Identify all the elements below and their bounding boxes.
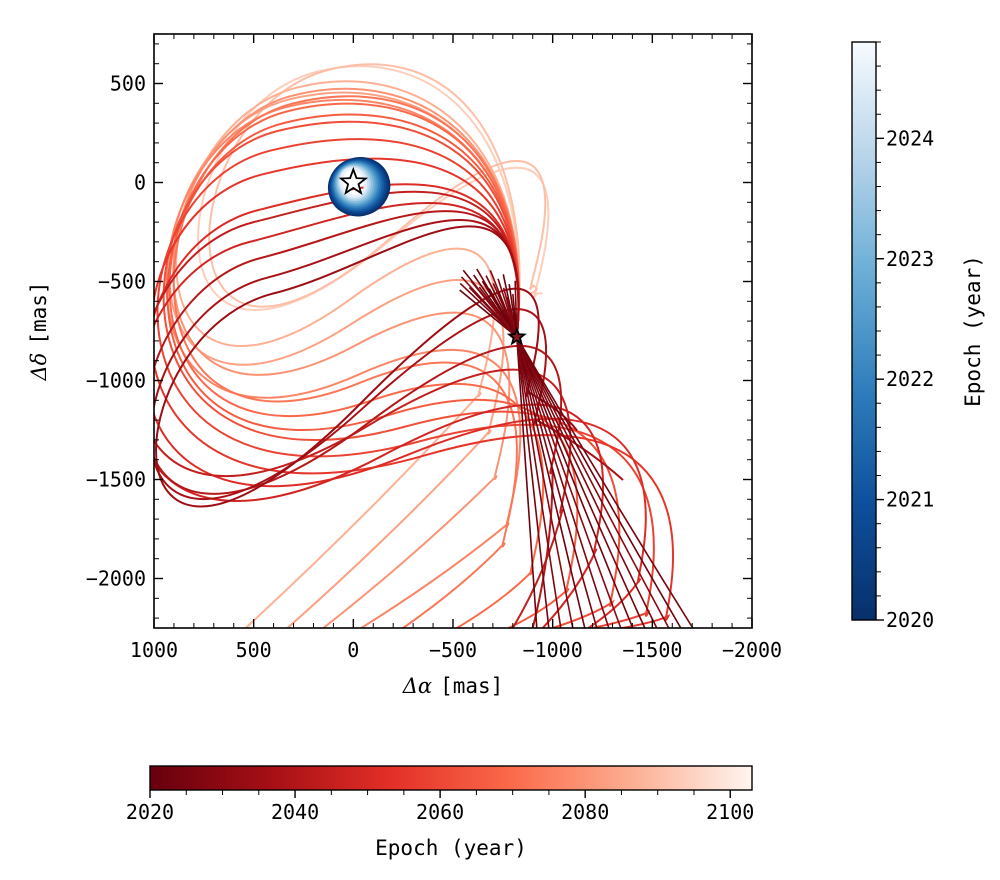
- companion-descending-track: [516, 336, 682, 628]
- companion-descending-track: [516, 336, 574, 628]
- colorbar-blue-tick-label: 2023: [886, 247, 934, 271]
- y-tick-label: 0: [134, 171, 146, 195]
- companion-fan-segment: [506, 296, 518, 338]
- colorbar-blue-fill: [851, 41, 877, 621]
- outer-orbit-track: [165, 99, 522, 628]
- colorbar-red-tick-label: 2100: [706, 800, 754, 824]
- x-tick-label: 1000: [130, 638, 178, 662]
- companion-descending-track: [516, 336, 586, 628]
- colorbar-red-label: Epoch (year): [375, 836, 527, 860]
- x-tick-label: −2000: [722, 638, 782, 662]
- outer-orbit-track: [168, 102, 545, 628]
- outer-orbit-tracks: [154, 63, 694, 628]
- companion-descending-track: [516, 336, 634, 628]
- colorbar-red-tick-label: 2040: [271, 800, 319, 824]
- colorbar-blue-tick-label: 2024: [886, 126, 934, 150]
- x-axis-unit: [mas]: [440, 674, 503, 698]
- companion-fan-segment: [468, 286, 518, 338]
- outer-orbit-track: [156, 138, 655, 628]
- y-axis-ticks: 500 0 −500 −1000 −1500 −2000: [86, 43, 752, 619]
- outer-orbit-track: [175, 80, 520, 628]
- outer-orbit-track: [172, 87, 520, 628]
- companion-descending-track: [516, 336, 598, 628]
- outer-orbit-track: [154, 157, 675, 628]
- inner-orbit-tracks: [327, 157, 391, 217]
- x-tick-label: 500: [236, 638, 272, 662]
- y-axis-unit: [mas]: [27, 281, 51, 344]
- companion-fan-segment: [459, 289, 518, 338]
- companion-descending-track: [515, 336, 538, 628]
- x-axis-label: Δα [mas]: [402, 674, 504, 698]
- outer-orbit-track: [172, 95, 520, 628]
- companion-descending-track: [516, 336, 694, 628]
- companion-fan-segment: [497, 291, 518, 338]
- x-tick-label: −500: [429, 638, 477, 662]
- colorbar-red-tick-label: 2020: [126, 800, 174, 824]
- colorbar-blue-tick-label: 2021: [886, 488, 934, 512]
- companion-descending-track: [515, 336, 562, 628]
- y-tick-label: −1500: [86, 468, 146, 492]
- outer-orbit-track: [208, 63, 547, 338]
- outer-orbit-track: [155, 225, 578, 508]
- y-tick-label: −2000: [86, 567, 146, 591]
- y-tick-label: −1000: [86, 369, 146, 393]
- companion-fan-segment: [478, 286, 518, 338]
- x-tick-label: 0: [347, 638, 359, 662]
- colorbar-red-tick-label: 2080: [561, 800, 609, 824]
- y-axis-symbol: Δδ: [27, 353, 51, 382]
- plot-area: 1000 500 0 −500 −1000 −1500 −2000 500 0 −500 −100…: [86, 33, 782, 662]
- colorbar-blue-tick-label: 2022: [886, 367, 934, 391]
- companion-star-marker: [506, 326, 527, 346]
- colorbar-blue: 2020 2021 2022 2023 2024 Epoch (year): [851, 41, 985, 632]
- companion-descending-track: [516, 336, 646, 628]
- colorbar-blue-label: Epoch (year): [961, 255, 985, 407]
- colorbar-red-fill: [149, 765, 753, 791]
- x-axis-ticks: 1000 500 0 −500 −1000 −1500 −2000: [130, 34, 782, 662]
- colorbar-blue-ticks: 2020 2021 2022 2023 2024: [876, 41, 934, 632]
- companion-fan-segment: [488, 288, 518, 338]
- x-tick-label: −1000: [523, 638, 583, 662]
- colorbar-red-tick-label: 2060: [416, 800, 464, 824]
- outer-orbit-track: [166, 113, 579, 628]
- companion-descending-track: [515, 336, 550, 628]
- companion-descending-track: [516, 336, 622, 628]
- primary-star-marker: [338, 166, 369, 196]
- outer-orbit-track: [154, 210, 563, 628]
- y-tick-label: −500: [98, 270, 146, 294]
- x-tick-label: −1500: [622, 638, 682, 662]
- colorbar-red: 2020 2040 2060 2080 2100 Epoch (year): [126, 765, 754, 860]
- colorbar-blue-tick-label: 2020: [886, 608, 934, 632]
- colorbar-red-ticks: 2020 2040 2060 2080 2100: [126, 790, 754, 824]
- outer-orbit-track: [154, 219, 624, 501]
- star-markers: [338, 166, 527, 346]
- companion-descending-track: [516, 336, 610, 628]
- companion-descending-track: [516, 336, 658, 628]
- x-axis-symbol: Δα: [402, 674, 432, 698]
- y-axis-label: Δδ [mas]: [27, 281, 51, 381]
- companion-descending-track: [516, 336, 670, 628]
- y-tick-label: 500: [110, 72, 146, 96]
